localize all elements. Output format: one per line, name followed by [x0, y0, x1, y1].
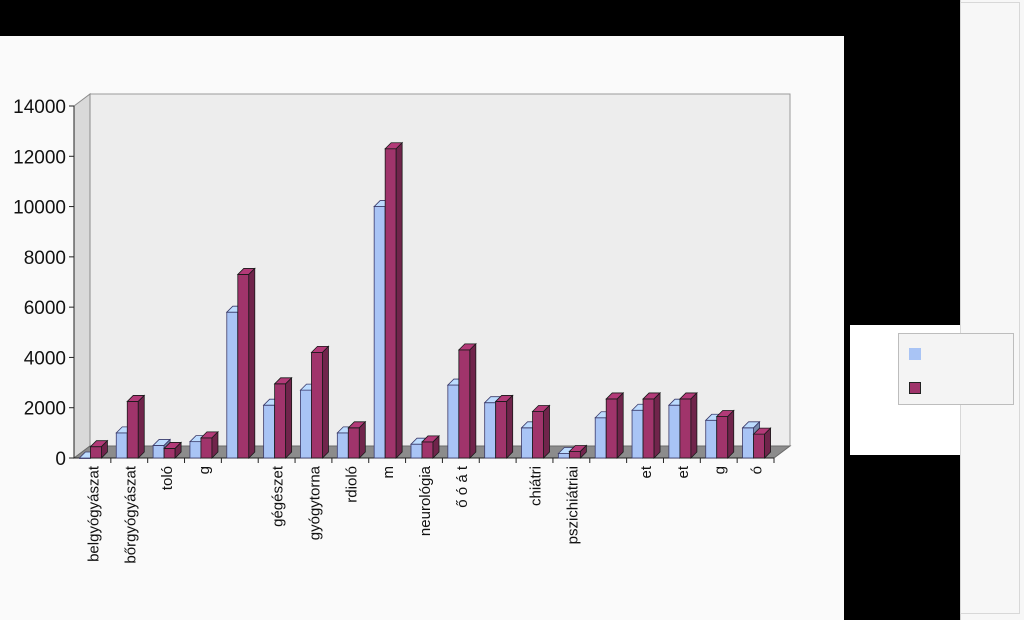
bars	[78, 141, 772, 459]
x-tick-label: gégészet	[270, 465, 287, 527]
x-tick-label: toló	[159, 466, 176, 490]
bar-series-2-10	[457, 342, 477, 459]
bar-series-2-16	[678, 391, 698, 459]
x-tick-label: belgyógyászat	[85, 465, 102, 562]
bar-series-2-6	[310, 345, 330, 459]
bar-series-2-15	[642, 391, 662, 459]
y-tick-label: 6000	[24, 298, 66, 319]
bar-series-2-5	[273, 376, 293, 459]
bar-series-2-4	[236, 267, 256, 459]
y-tick-label: 0	[55, 449, 66, 470]
x-tick-label: bőrgyógyászat	[122, 465, 139, 563]
bar-chart: 0 2000 4000 6000 8000 10000 12000 14000 belgyóg…	[13, 93, 792, 564]
x-tick-label: et	[675, 465, 692, 478]
bar-series-2-13	[568, 444, 588, 459]
y-tick-label: 8000	[24, 248, 66, 269]
x-tick-label: g	[712, 466, 729, 474]
bar-series-2-14	[605, 391, 625, 459]
bar-series-2-11	[494, 394, 514, 459]
x-tick-label: rdioló	[343, 466, 360, 503]
y-tick-label: 12000	[13, 147, 66, 168]
bar-series-2-0	[89, 439, 109, 459]
x-tick-label: pszichiátriai	[564, 466, 581, 544]
bar-series-2-9	[421, 434, 440, 459]
bar-series-2-1	[126, 394, 146, 459]
x-tick-label: m	[380, 466, 397, 479]
x-tick-label: g	[196, 466, 213, 474]
x-tick-label: et	[638, 465, 655, 478]
bar-series-2-8	[384, 141, 404, 459]
x-axis-labels: belgyógyászat bőrgyógyászat toló g gégészet g…	[85, 465, 765, 563]
side-panel	[960, 0, 1024, 620]
legend-swatch-series-1	[909, 348, 921, 360]
bar-series-2-2	[163, 441, 183, 459]
bar-series-2-17	[715, 409, 735, 459]
bar-series-2-3	[199, 430, 219, 459]
y-tick-label: 14000	[13, 97, 66, 118]
x-tick-label: gyógytorna	[306, 465, 323, 540]
legend-swatch-series-2	[909, 382, 921, 394]
side-wall	[73, 93, 91, 459]
bar-series-2-18	[752, 427, 772, 459]
x-tick-label: neurológia	[417, 465, 434, 536]
legend	[898, 333, 1014, 405]
y-tick-label: 4000	[24, 348, 66, 369]
x-tick-label: chiátri	[528, 466, 545, 506]
x-tick-label: ő ó á t	[454, 465, 471, 508]
y-tick-label: 2000	[24, 399, 66, 420]
side-panel-frame	[960, 2, 1020, 614]
bar-series-2-7	[347, 420, 367, 459]
x-tick-label: ó	[749, 466, 766, 474]
back-wall	[89, 93, 791, 447]
y-tick-label: 10000	[13, 198, 66, 219]
bar-series-2-12	[531, 404, 551, 459]
top-black-bar	[0, 0, 1024, 36]
chart-walls	[72, 93, 792, 459]
